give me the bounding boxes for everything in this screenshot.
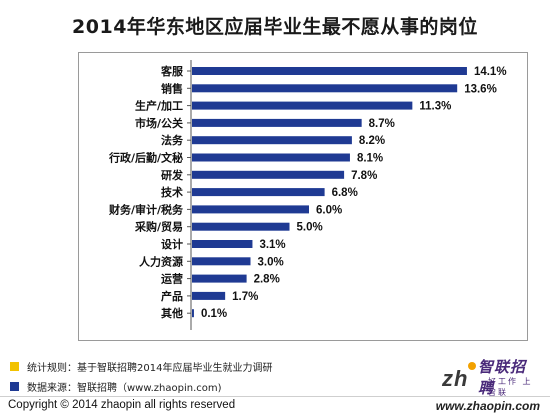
category-label: 行政/后勤/文秘 [108, 151, 183, 165]
value-label: 11.3% [419, 101, 451, 113]
value-label: 5.0% [297, 222, 323, 234]
value-label: 13.6% [464, 83, 497, 95]
zhaopin-logo-icon: z h [441, 362, 476, 391]
chart-frame [78, 52, 528, 341]
bar [192, 170, 345, 179]
method-note: 统计规则：基于智联招聘2014年应届毕业生就业力调研 [10, 356, 272, 376]
brand-slogan: 好工作 上智联 [488, 377, 533, 397]
bar [192, 67, 467, 75]
category-label: 产品 [161, 289, 183, 303]
value-label: 3.0% [258, 256, 284, 268]
category-label: 法务 [161, 133, 184, 147]
category-label: 研发 [161, 168, 184, 182]
category-label: 其他 [161, 306, 183, 320]
brand-name: 智联招聘 [478, 358, 527, 397]
bar-chart: 客服 14.1% 销售 13.6% 生产/加工 11.3% 市场/公关 8.7% 法务 8.2% 行… [108, 60, 507, 330]
category-label: 技术 [161, 185, 183, 199]
bar [192, 240, 253, 248]
method-swatch-icon [10, 361, 19, 371]
bar [192, 153, 350, 162]
category-label: 财务/审计/税务 [108, 202, 184, 216]
value-label: 0.1% [201, 308, 227, 320]
source-note: 数据来源：智联招聘（www.zhaopin.com) [10, 376, 272, 396]
bar [192, 309, 194, 318]
value-label: 8.7% [369, 118, 395, 130]
bar [192, 118, 362, 127]
category-label: 销售 [161, 81, 183, 95]
category-label: 生产/加工 [135, 99, 183, 113]
source-swatch-icon [10, 381, 19, 391]
method-note-text: 统计规则：基于智联招聘2014年应届毕业生就业力调研 [27, 362, 273, 374]
site-link[interactable]: www.zhaopin.com [435, 399, 540, 413]
category-label: 采购/贸易 [134, 220, 183, 234]
value-label: 6.0% [316, 204, 342, 216]
svg-text:z: z [441, 366, 453, 391]
category-label: 客服 [160, 64, 184, 78]
bar [192, 222, 290, 231]
category-label: 运营 [161, 272, 183, 286]
zhaopin-logo: z h 智联招聘 好工作 上智联 [440, 356, 536, 397]
bar [192, 101, 413, 110]
bar [192, 291, 226, 300]
value-label: 2.8% [254, 274, 280, 286]
value-label: 6.8% [332, 187, 358, 199]
source-note-text: 数据来源：智联招聘（www.zhaopin.com) [27, 382, 222, 394]
chart-notes: 统计规则：基于智联招聘2014年应届毕业生就业力调研 数据来源：智联招聘（www… [10, 356, 272, 396]
value-label: 3.1% [259, 239, 285, 251]
bar [192, 84, 458, 93]
category-label: 设计 [161, 237, 183, 251]
chart-title: 2014年华东地区应届毕业生最不愿从事的岗位 [72, 16, 478, 38]
value-label: 8.1% [357, 153, 383, 165]
category-label: 人力资源 [139, 254, 183, 268]
bar [192, 205, 309, 214]
bar [192, 274, 247, 283]
bar [192, 136, 352, 145]
bar [192, 188, 325, 197]
value-label: 7.8% [351, 170, 377, 182]
category-label: 市场/公关 [135, 116, 183, 130]
value-label: 8.2% [359, 135, 385, 147]
value-label: 14.1% [474, 66, 507, 78]
svg-text:h: h [454, 366, 467, 391]
bar [192, 257, 251, 266]
copyright-text: Copyright © 2014 zhaopin all rights rese… [8, 399, 236, 411]
value-label: 1.7% [232, 291, 258, 303]
page-footer: Copyright © 2014 zhaopin all rights rese… [0, 396, 550, 417]
